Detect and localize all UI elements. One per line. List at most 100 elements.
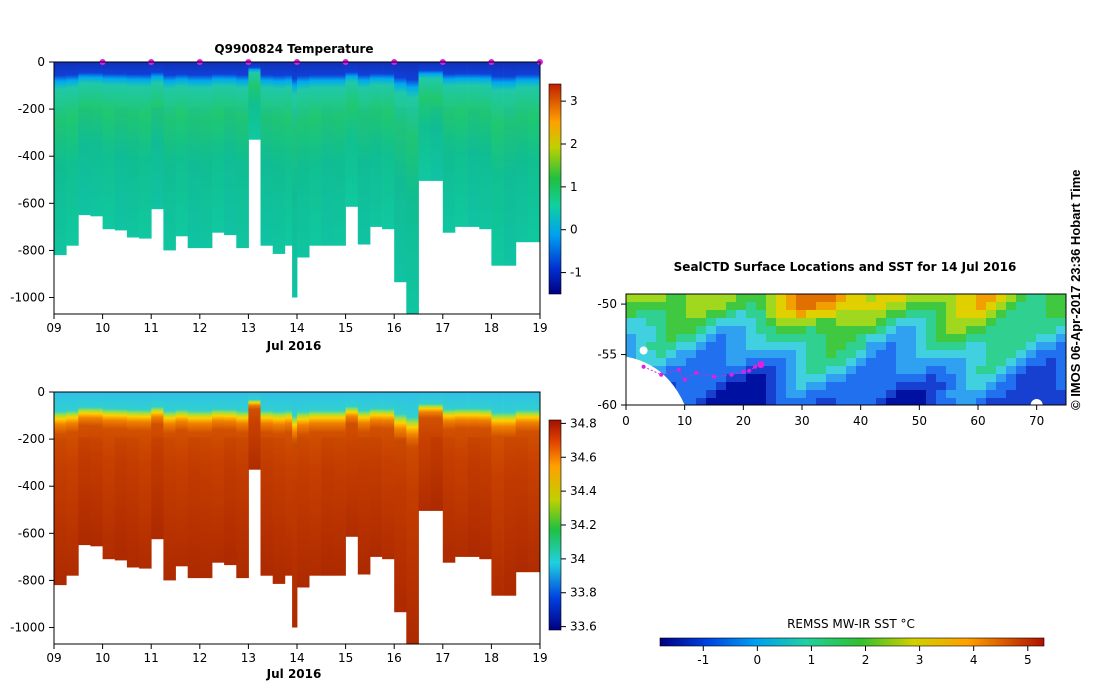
sst-cell [726, 342, 737, 351]
profile-column-shade [357, 437, 371, 575]
sst-cell [916, 366, 927, 375]
profile-column [515, 62, 529, 243]
sst-cell [926, 342, 937, 351]
sst-cell [1026, 390, 1037, 399]
sst-cell [956, 374, 967, 383]
sst-cell [716, 350, 727, 359]
sst-cell [686, 366, 697, 375]
profile-column-shade [333, 437, 346, 576]
profile-column-shade [406, 437, 419, 644]
sst-cell [716, 310, 727, 319]
map-x-tick-label: 20 [736, 414, 751, 428]
map-axes: 0 10 20 30 40 50 60 70 -50 -55 -60 [597, 297, 1044, 428]
sst-cell [856, 334, 867, 343]
sst-cell [766, 350, 777, 359]
profile-column [479, 392, 492, 560]
sst-cell [776, 318, 787, 327]
sst-cell [786, 358, 797, 367]
sst-cell [1026, 326, 1037, 335]
colorbar-tick-label: 34.6 [570, 450, 597, 464]
sst-cell [1046, 334, 1057, 343]
sst-cell [806, 358, 817, 367]
sst-colorbar-tick-label: 2 [862, 653, 870, 667]
sst-cell [836, 390, 847, 399]
sst-cell [956, 350, 967, 359]
sst-cell [876, 382, 887, 391]
sst-cell [776, 334, 787, 343]
sst-cell [946, 350, 957, 359]
profile-column [357, 392, 371, 575]
profile-column [467, 62, 480, 227]
sst-cell [1016, 374, 1027, 383]
track-point [729, 372, 734, 377]
profile-column-shade [54, 437, 67, 586]
sst-cell [946, 326, 957, 335]
sst-cell [896, 310, 907, 319]
sst-cell [966, 318, 977, 327]
sst-cell [866, 374, 877, 383]
sst-cell [726, 366, 737, 375]
sst-cell [1056, 310, 1066, 319]
sst-cell [776, 326, 787, 335]
colorbar-tick-label: -1 [570, 266, 582, 280]
sst-cell [706, 342, 717, 351]
sst-cell [906, 350, 917, 359]
sst-cell [716, 366, 727, 375]
sst-cell [686, 302, 697, 311]
sst-cell [956, 310, 967, 319]
sst-cell [906, 318, 917, 327]
sst-cell [986, 374, 997, 383]
sst-cell [996, 334, 1007, 343]
sst-cell [706, 318, 717, 327]
land [1030, 399, 1043, 405]
sst-colorbar-ticks: -1 0 1 2 3 4 5 [697, 646, 1032, 667]
sst-cell [956, 302, 967, 311]
sst-cell [856, 382, 867, 391]
sst-cell [1056, 302, 1066, 311]
map-x-tick-label: 50 [912, 414, 927, 428]
sst-cell [936, 398, 947, 405]
track-point [694, 370, 699, 375]
sst-cell [626, 302, 637, 311]
profile-column-shade [467, 437, 480, 557]
sst-cell [646, 310, 657, 319]
colorbar-tick-label: 1 [570, 180, 578, 194]
sst-cell [986, 358, 997, 367]
sst-cell [786, 390, 797, 399]
profile-column [114, 392, 128, 561]
sst-cell [656, 342, 667, 351]
sst-cell [656, 326, 667, 335]
sst-cell [696, 342, 707, 351]
map-y-tick-label: -55 [597, 348, 617, 362]
sst-cell [826, 366, 837, 375]
sst-cell [986, 310, 997, 319]
sst-cell [716, 294, 727, 303]
sst-cell [876, 366, 887, 375]
sst-cell [866, 310, 877, 319]
profile-column-shade [369, 107, 383, 227]
sst-cell [736, 390, 747, 399]
sst-cell [736, 310, 747, 319]
profile-column [345, 62, 359, 207]
sst-cell [1006, 318, 1017, 327]
profile-column-shade [236, 437, 249, 579]
sst-cell [896, 350, 907, 359]
sst-cell [716, 326, 727, 335]
sst-cell [886, 326, 897, 335]
sst-cell [786, 398, 797, 405]
sst-cell [866, 350, 877, 359]
sst-cell [726, 310, 737, 319]
sst-cell [626, 350, 637, 359]
profile-column [212, 62, 225, 233]
sst-cell [986, 382, 997, 391]
profile-column [151, 62, 164, 210]
sst-cell [726, 334, 737, 343]
profile-column-shade [78, 107, 91, 216]
sst-cell [706, 302, 717, 311]
sst-cell [956, 326, 967, 335]
sst-cell [966, 358, 977, 367]
sst-cell [796, 382, 807, 391]
sst-cell [806, 374, 817, 383]
sst-cell [996, 382, 1007, 391]
sst-cell [866, 318, 877, 327]
